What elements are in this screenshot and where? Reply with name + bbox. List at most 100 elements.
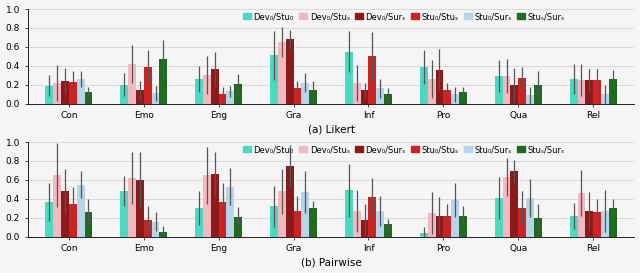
Bar bbox=[136, 90, 144, 104]
Bar bbox=[526, 198, 534, 237]
Bar bbox=[227, 91, 234, 104]
Bar bbox=[211, 174, 219, 237]
Bar bbox=[301, 83, 309, 104]
Bar bbox=[152, 221, 159, 237]
Bar bbox=[136, 180, 144, 237]
Bar bbox=[511, 85, 518, 104]
Bar bbox=[570, 79, 577, 104]
Bar bbox=[444, 216, 451, 237]
Bar bbox=[219, 94, 227, 104]
Bar bbox=[61, 191, 68, 237]
Bar bbox=[511, 171, 518, 237]
Bar bbox=[84, 212, 92, 237]
Bar bbox=[278, 42, 285, 104]
Bar bbox=[593, 80, 601, 104]
Bar bbox=[195, 79, 203, 104]
Bar bbox=[309, 90, 317, 104]
Bar bbox=[120, 191, 128, 237]
Bar bbox=[495, 198, 502, 237]
Bar bbox=[428, 213, 436, 237]
Bar bbox=[270, 206, 278, 237]
Bar bbox=[294, 88, 301, 104]
Bar bbox=[152, 93, 159, 104]
Bar bbox=[369, 56, 376, 104]
Bar bbox=[502, 76, 511, 104]
Bar bbox=[518, 78, 526, 104]
Bar bbox=[609, 79, 617, 104]
Bar bbox=[518, 208, 526, 237]
Bar bbox=[278, 191, 285, 237]
Bar bbox=[570, 216, 577, 237]
Bar bbox=[120, 85, 128, 104]
Bar bbox=[227, 186, 234, 237]
Bar bbox=[353, 211, 360, 237]
Bar bbox=[609, 208, 617, 237]
Bar bbox=[309, 208, 317, 237]
Bar bbox=[526, 95, 534, 104]
Bar bbox=[68, 82, 77, 104]
Bar bbox=[534, 85, 542, 104]
Bar bbox=[586, 211, 593, 237]
Bar bbox=[128, 64, 136, 104]
Bar bbox=[77, 185, 84, 237]
Bar bbox=[144, 219, 152, 237]
Bar bbox=[384, 224, 392, 237]
Bar bbox=[211, 69, 219, 104]
Bar bbox=[376, 88, 384, 104]
Bar bbox=[451, 94, 459, 104]
Bar bbox=[601, 211, 609, 237]
Bar bbox=[502, 177, 511, 237]
Bar bbox=[128, 178, 136, 237]
Bar bbox=[84, 92, 92, 104]
Bar bbox=[451, 200, 459, 237]
Bar bbox=[61, 81, 68, 104]
Bar bbox=[345, 52, 353, 104]
Bar bbox=[601, 94, 609, 104]
Bar bbox=[77, 79, 84, 104]
Bar bbox=[353, 83, 360, 104]
Bar bbox=[495, 76, 502, 104]
Bar bbox=[159, 59, 167, 104]
Bar bbox=[420, 67, 428, 104]
Bar bbox=[45, 202, 53, 237]
Bar bbox=[459, 216, 467, 237]
Bar bbox=[436, 70, 444, 104]
Bar bbox=[459, 92, 467, 104]
Bar bbox=[444, 90, 451, 104]
X-axis label: (a) Likert: (a) Likert bbox=[307, 124, 355, 134]
Bar bbox=[294, 211, 301, 237]
Bar bbox=[586, 80, 593, 104]
Bar bbox=[285, 166, 294, 237]
Bar bbox=[45, 86, 53, 104]
Bar bbox=[577, 193, 586, 237]
Bar bbox=[593, 212, 601, 237]
Bar bbox=[159, 232, 167, 237]
Bar bbox=[203, 175, 211, 237]
Bar bbox=[369, 197, 376, 237]
Bar bbox=[195, 208, 203, 237]
Bar bbox=[53, 83, 61, 104]
Bar bbox=[384, 94, 392, 104]
Bar bbox=[376, 211, 384, 237]
X-axis label: (b) Pairwise: (b) Pairwise bbox=[301, 257, 362, 268]
Bar bbox=[144, 67, 152, 104]
Bar bbox=[436, 216, 444, 237]
Bar bbox=[270, 55, 278, 104]
Bar bbox=[285, 39, 294, 104]
Bar bbox=[360, 90, 369, 104]
Bar bbox=[53, 175, 61, 237]
Bar bbox=[68, 204, 77, 237]
Bar bbox=[219, 202, 227, 237]
Legend: Dev₀/Stu₀, Dev₀/Stuₛ, Dev₀/Surₛ, Stu₀/Stuₛ, Stu₀/Surₛ, Stuₛ/Surₛ: Dev₀/Stu₀, Dev₀/Stuₛ, Dev₀/Surₛ, Stu₀/St… bbox=[242, 11, 566, 22]
Bar bbox=[577, 80, 586, 104]
Bar bbox=[360, 219, 369, 237]
Legend: Dev₀/Stu₀, Dev₀/Stuₛ, Dev₀/Surₛ, Stu₀/Stuₛ, Stu₀/Surₛ, Stuₛ/Surₛ: Dev₀/Stu₀, Dev₀/Stuₛ, Dev₀/Surₛ, Stu₀/St… bbox=[242, 144, 566, 155]
Bar bbox=[301, 192, 309, 237]
Bar bbox=[234, 217, 242, 237]
Bar bbox=[420, 233, 428, 237]
Bar bbox=[203, 75, 211, 104]
Bar bbox=[534, 218, 542, 237]
Bar bbox=[234, 84, 242, 104]
Bar bbox=[345, 190, 353, 237]
Bar bbox=[428, 79, 436, 104]
